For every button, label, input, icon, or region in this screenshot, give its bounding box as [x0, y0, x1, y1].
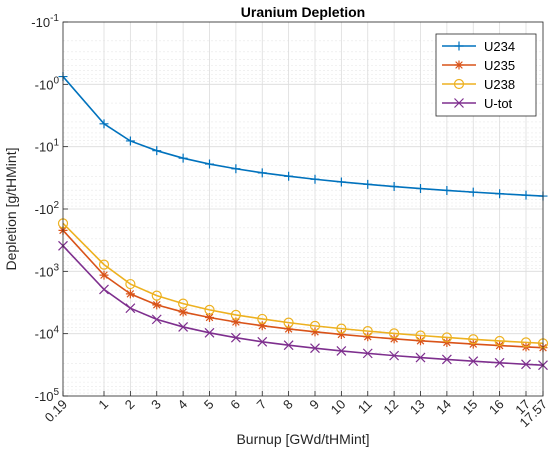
data-point [310, 174, 320, 184]
data-point [389, 350, 400, 361]
legend: U234 U235 U238 U-tot [435, 33, 537, 117]
data-point [389, 182, 399, 192]
data-point [178, 322, 189, 332]
data-point [283, 317, 294, 328]
legend-marker [454, 98, 464, 108]
y-tick-label: -100 [35, 75, 60, 92]
data-point [336, 329, 346, 339]
data-point [151, 290, 162, 301]
data-point [520, 337, 532, 348]
data-point [99, 119, 109, 129]
data-point [99, 284, 109, 295]
data-point [468, 187, 478, 197]
data-point [284, 171, 294, 181]
legend-label: U-tot [484, 96, 513, 111]
y-tick-label: -102 [35, 200, 60, 217]
legend-item: U-tot [442, 96, 513, 111]
data-point [494, 357, 505, 368]
y-tick-label: -101 [35, 138, 60, 155]
data-point [178, 307, 188, 317]
data-point [204, 304, 215, 315]
legend-item: U238 [442, 77, 515, 92]
data-point [441, 332, 452, 343]
data-point [362, 348, 373, 359]
chart-title: Uranium Depletion [241, 4, 365, 20]
data-point [125, 303, 136, 314]
legend-label: U234 [484, 39, 515, 54]
legend-marker [454, 60, 464, 70]
data-point [309, 320, 321, 331]
data-point [521, 190, 531, 200]
data-point [362, 326, 373, 337]
series-layer [57, 72, 549, 371]
data-point [284, 324, 294, 334]
data-point [98, 259, 110, 270]
data-point [231, 317, 241, 327]
data-point [310, 327, 320, 337]
data-point [230, 309, 241, 321]
data-point [152, 300, 162, 310]
y-axis-label: Depletion [g/tHMint] [3, 148, 19, 271]
data-point [99, 270, 109, 280]
legend-label: U238 [484, 77, 515, 92]
data-point [521, 359, 531, 370]
x-axis-label: Burnup [GWd/tHMint] [236, 431, 369, 447]
data-point [257, 168, 267, 178]
data-point [231, 164, 241, 174]
data-point [468, 356, 479, 367]
series-u-tot [58, 240, 548, 371]
data-point [151, 314, 162, 325]
data-point [310, 343, 320, 354]
data-point [125, 136, 135, 146]
data-point [152, 146, 162, 156]
data-point [125, 289, 135, 299]
data-point [363, 179, 373, 189]
data-point [415, 352, 426, 363]
data-point [204, 327, 215, 338]
y-tick-label: -103 [35, 262, 60, 279]
data-point [494, 335, 505, 347]
series-u234 [58, 72, 548, 201]
data-point [441, 354, 452, 365]
legend-marker [454, 41, 464, 51]
y-tick-label: -105 [35, 387, 60, 404]
y-axis-ticks: -10-1 -100 -101 -102 -103 -104 -105 [31, 13, 68, 404]
legend-label: U235 [484, 58, 515, 73]
data-point [125, 278, 136, 290]
data-point [178, 298, 189, 309]
data-point [205, 159, 214, 169]
series-line [62, 222, 544, 345]
y-tick-label: -10-1 [31, 13, 59, 30]
data-point [363, 332, 373, 342]
data-point [468, 334, 479, 345]
data-point [336, 323, 347, 334]
data-point [336, 345, 347, 356]
data-point [416, 184, 425, 194]
data-point [389, 334, 399, 344]
legend-item: U234 [442, 39, 515, 54]
data-point [442, 185, 452, 195]
data-point [205, 312, 214, 322]
legend-marker [453, 78, 465, 90]
data-point [257, 313, 268, 325]
data-point [283, 340, 294, 351]
data-point [389, 328, 400, 339]
data-point [257, 336, 268, 347]
data-point [230, 332, 241, 343]
data-point [336, 177, 346, 187]
y-tick-label: -104 [35, 325, 60, 342]
legend-item: U235 [442, 58, 515, 73]
data-point [495, 189, 505, 199]
data-point [178, 153, 188, 163]
series-u238 [57, 218, 549, 349]
data-point [257, 321, 267, 331]
data-point [416, 336, 425, 346]
data-point [415, 330, 426, 341]
